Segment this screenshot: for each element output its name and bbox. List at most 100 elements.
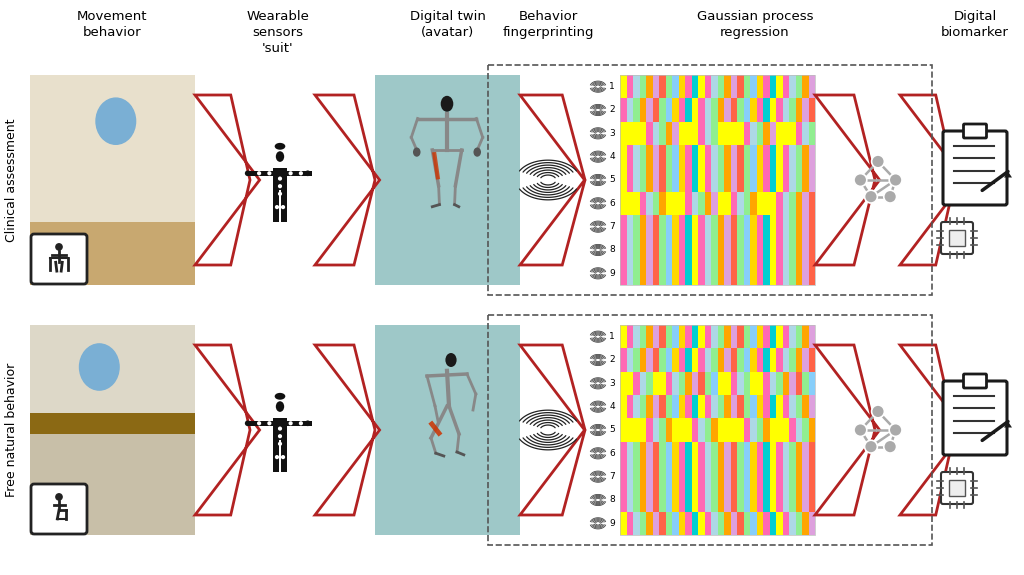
Bar (691, 325, 698, 348)
Bar (620, 419, 627, 442)
Bar (809, 238, 815, 262)
Bar (627, 191, 633, 215)
Circle shape (889, 424, 902, 436)
Bar (809, 348, 815, 371)
Polygon shape (1004, 171, 1012, 178)
Bar (750, 168, 757, 191)
Bar (802, 238, 809, 262)
Text: 8: 8 (609, 246, 615, 255)
Circle shape (884, 440, 897, 453)
Bar (737, 168, 743, 191)
Bar (743, 238, 750, 262)
Bar (796, 122, 802, 145)
Bar (782, 262, 790, 285)
Bar (724, 145, 730, 168)
Bar (776, 395, 782, 419)
Bar (672, 488, 679, 512)
Bar (633, 371, 640, 395)
Circle shape (278, 427, 282, 431)
Bar (711, 191, 718, 215)
Bar (757, 75, 763, 98)
Bar (640, 168, 646, 191)
Ellipse shape (275, 401, 285, 412)
Ellipse shape (96, 98, 135, 144)
Bar (769, 122, 776, 145)
Bar (796, 215, 802, 238)
Bar (652, 215, 659, 238)
Bar (659, 488, 666, 512)
Bar (691, 348, 698, 371)
Bar (718, 75, 724, 98)
Bar (627, 419, 633, 442)
Bar (730, 371, 737, 395)
Bar (724, 98, 730, 122)
Bar (776, 325, 782, 348)
Circle shape (289, 421, 293, 425)
Bar (705, 122, 711, 145)
Bar (685, 145, 691, 168)
Bar (633, 442, 640, 465)
Bar (737, 442, 743, 465)
Bar (809, 419, 815, 442)
Bar (809, 395, 815, 419)
Bar (659, 191, 666, 215)
Circle shape (281, 205, 285, 209)
Bar (705, 262, 711, 285)
Bar (672, 512, 679, 535)
Bar (730, 512, 737, 535)
Bar (809, 122, 815, 145)
Bar (705, 348, 711, 371)
Bar (627, 512, 633, 535)
Bar (757, 191, 763, 215)
Bar (776, 122, 782, 145)
Bar (659, 215, 666, 238)
Bar (802, 348, 809, 371)
Bar (646, 145, 652, 168)
Bar (757, 442, 763, 465)
Bar (640, 442, 646, 465)
Text: 4: 4 (609, 402, 615, 411)
Bar (718, 145, 724, 168)
Bar (705, 419, 711, 442)
Bar (652, 98, 659, 122)
Bar (646, 75, 652, 98)
Bar (750, 512, 757, 535)
Bar (698, 98, 705, 122)
Bar (273, 418, 287, 440)
Bar (790, 488, 796, 512)
Circle shape (278, 434, 282, 438)
Bar (796, 238, 802, 262)
Bar (743, 442, 750, 465)
Bar (273, 440, 280, 472)
Bar (620, 75, 815, 285)
Bar (633, 348, 640, 371)
Bar (666, 488, 672, 512)
Bar (750, 325, 757, 348)
Bar (633, 419, 640, 442)
Bar (796, 442, 802, 465)
Bar (679, 488, 685, 512)
Bar (620, 442, 627, 465)
Bar (627, 371, 633, 395)
Bar (763, 348, 769, 371)
Bar (711, 512, 718, 535)
Bar (790, 98, 796, 122)
Circle shape (864, 440, 878, 453)
Bar (718, 419, 724, 442)
Bar (30, 75, 195, 285)
Bar (737, 395, 743, 419)
Bar (281, 190, 287, 223)
Bar (769, 371, 776, 395)
Bar (730, 488, 737, 512)
Bar (698, 238, 705, 262)
Bar (627, 215, 633, 238)
Bar (685, 348, 691, 371)
Bar (646, 442, 652, 465)
Bar (750, 145, 757, 168)
Bar (809, 371, 815, 395)
Bar (802, 215, 809, 238)
Bar (659, 512, 666, 535)
Bar (730, 419, 737, 442)
Bar (633, 395, 640, 419)
FancyBboxPatch shape (941, 472, 973, 504)
